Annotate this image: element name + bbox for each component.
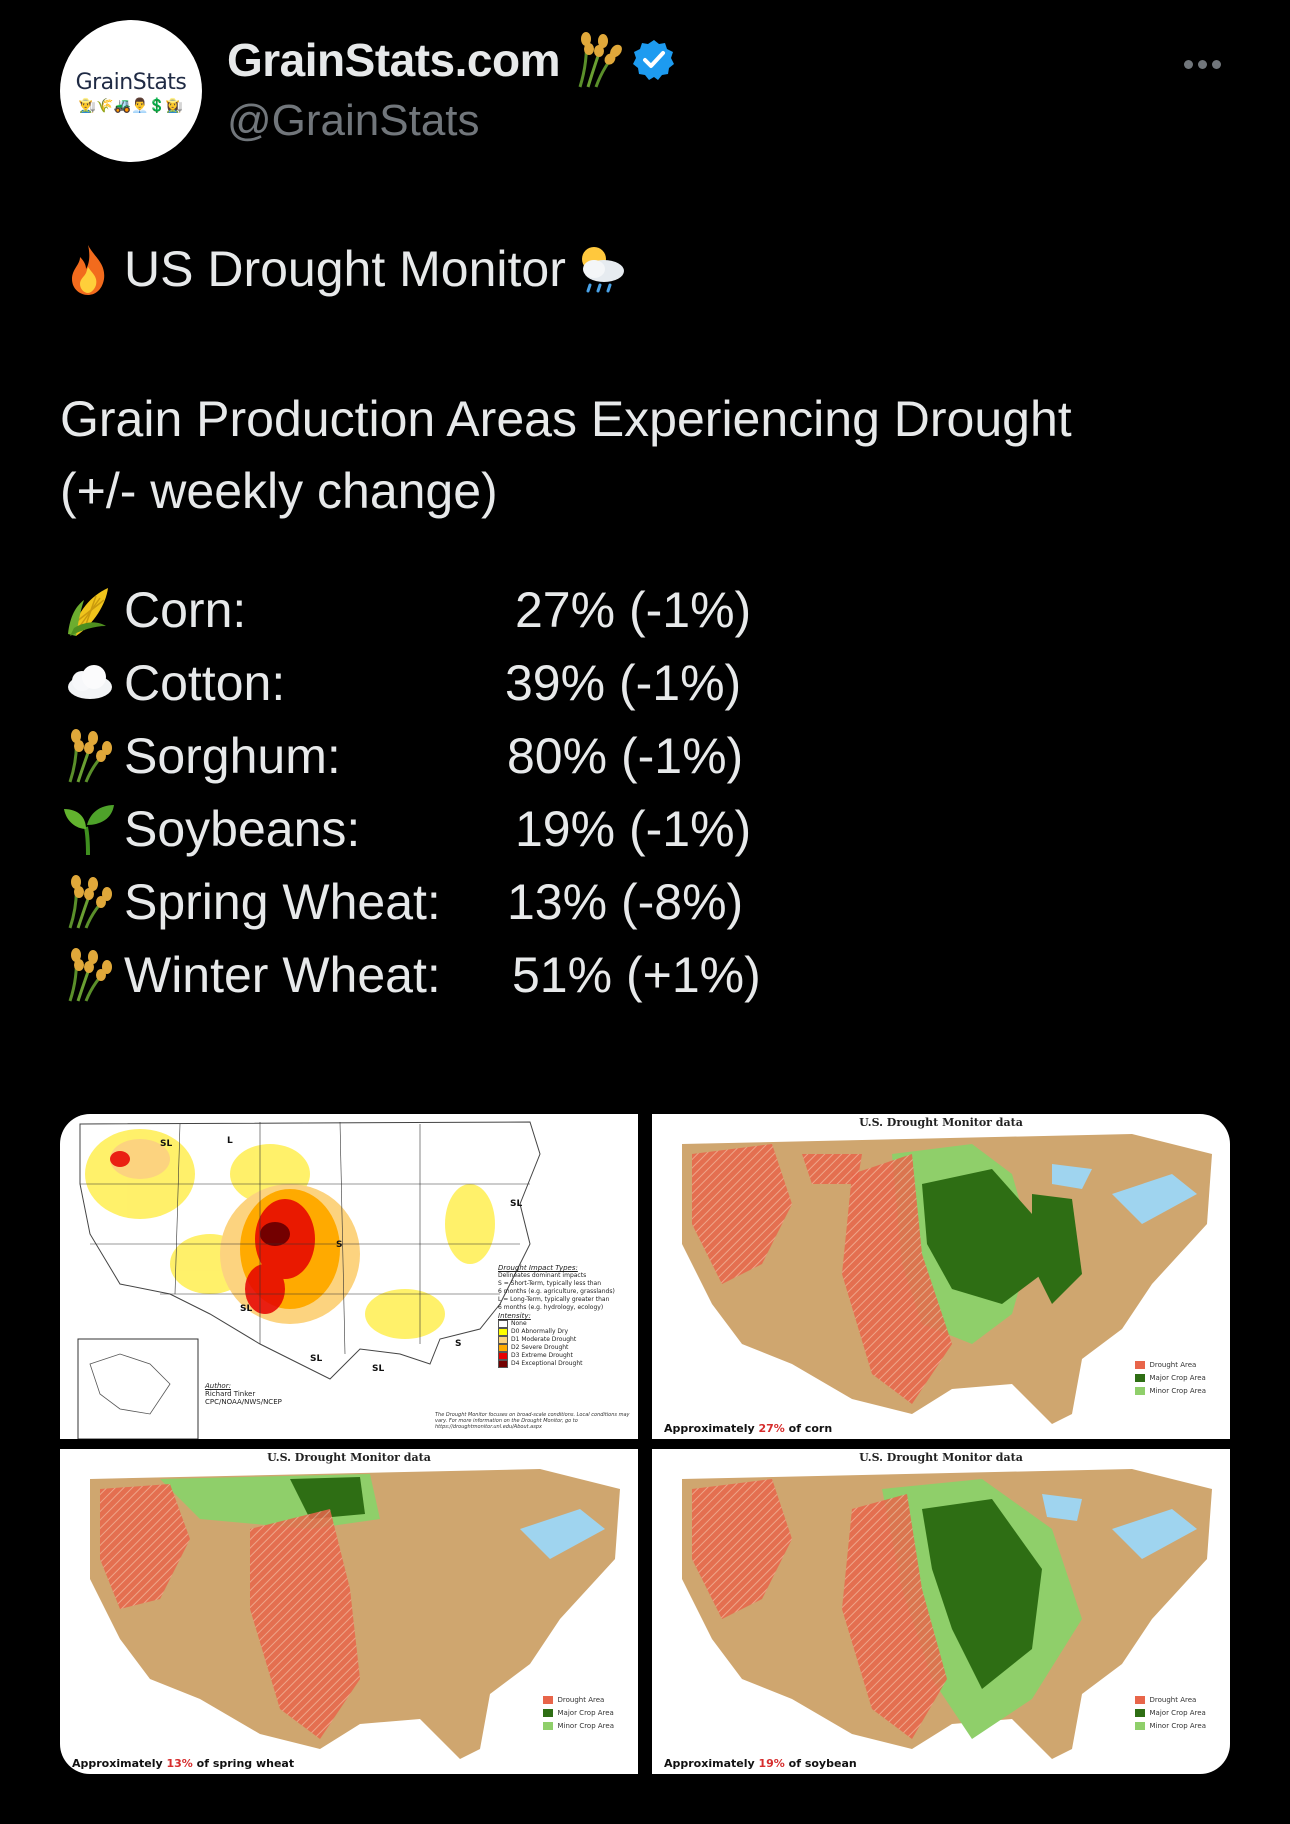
cloud-icon [68,665,112,699]
panel-title: U.S. Drought Monitor data [267,1451,431,1464]
map-label: SL [510,1199,523,1209]
corn-icon [68,588,108,636]
crop-value: 13% (-8%) [507,874,744,930]
map-label: SL [372,1364,385,1374]
post-header: GrainStats 👨‍🌾🌾🚜👨‍💼💲👩‍🌾 GrainStats.com @… [60,20,1230,165]
map-author: Author: Richard Tinker CPC/NOAA/NWS/NCEP [205,1382,282,1406]
soybean-drought-map[interactable]: U.S. Drought Monitor data Drought Area M… [652,1449,1230,1774]
crop-legend: Drought Area Major Crop Area Minor Crop … [542,1693,614,1732]
crop-legend: Drought Area Major Crop Area Minor Crop … [1134,1693,1206,1732]
display-name[interactable]: GrainStats.com [227,34,561,86]
crop-value: 80% (-1%) [507,728,744,784]
map-label: L [227,1136,233,1146]
crop-name: Sorghum: [124,728,341,784]
sheaf-of-rice-icon [68,729,112,783]
post-title-line: US Drought Monitor [60,240,636,298]
map-label: S [455,1339,462,1349]
map-label: SL [160,1139,173,1149]
crop-legend: Drought Area Major Crop Area Minor Crop … [1134,1358,1206,1397]
drought-intensity-map[interactable]: SL L SL SL SL S SL S Drought Impact Type… [60,1114,638,1439]
crop-name: Corn: [124,582,247,638]
post-subtitle-2: (+/- weekly change) [60,463,498,519]
avatar-text: GrainStats [75,70,187,95]
panel-title: U.S. Drought Monitor data [859,1451,1023,1464]
crop-name: Cotton: [124,655,286,711]
map-label: SL [310,1354,323,1364]
fire-icon [72,245,105,295]
name-row: GrainStats.com [227,30,676,90]
crop-name: Spring Wheat: [124,874,441,930]
crop-value: 51% (+1%) [512,947,761,1003]
verified-badge-icon[interactable] [632,38,676,82]
panel-title: U.S. Drought Monitor data [859,1116,1023,1129]
sheaf-of-rice-icon [68,948,112,1002]
map-caption: Approximately 19% of soybean [664,1757,857,1770]
us-map-graphic [90,1469,620,1759]
more-options-icon[interactable] [1184,56,1230,72]
us-map-graphic [682,1134,1212,1424]
crop-value: 19% (-1%) [515,801,752,857]
drought-legend: Drought Impact Types: Delineates dominan… [498,1264,615,1368]
spring-wheat-drought-map[interactable]: U.S. Drought Monitor data Drought Area M… [60,1449,638,1774]
map-caption: Approximately 27% of corn [664,1422,833,1435]
sun-behind-rain-cloud-icon [581,247,624,293]
crop-value: 39% (-1%) [505,655,742,711]
avatar-emoji: 👨‍🌾🌾🚜👨‍💼💲👩‍🌾 [78,98,184,114]
map-note: The Drought Monitor focuses on broad-sca… [435,1412,630,1430]
sheaf-of-rice-icon [68,875,112,929]
corn-drought-map[interactable]: U.S. Drought Monitor data Drought Area M… [652,1114,1230,1439]
crop-value: 27% (-1%) [515,582,752,638]
post-title: US Drought Monitor [124,241,566,297]
us-map-graphic [77,1121,541,1439]
media-grid[interactable]: SL L SL SL SL S SL S Drought Impact Type… [60,1114,1230,1774]
map-caption: Approximately 13% of spring wheat [72,1757,295,1770]
map-label: S [336,1240,343,1250]
post-subtitle-1: Grain Production Areas Experiencing Drou… [60,391,1072,447]
crop-name: Soybeans: [124,801,361,857]
seedling-icon [64,805,114,856]
avatar[interactable]: GrainStats 👨‍🌾🌾🚜👨‍💼💲👩‍🌾 [60,20,202,162]
sheaf-of-rice-icon [578,32,622,88]
handle[interactable]: @GrainStats [227,96,480,145]
us-map-graphic [682,1469,1212,1759]
map-label: SL [240,1304,253,1314]
crop-name: Winter Wheat: [124,947,441,1003]
